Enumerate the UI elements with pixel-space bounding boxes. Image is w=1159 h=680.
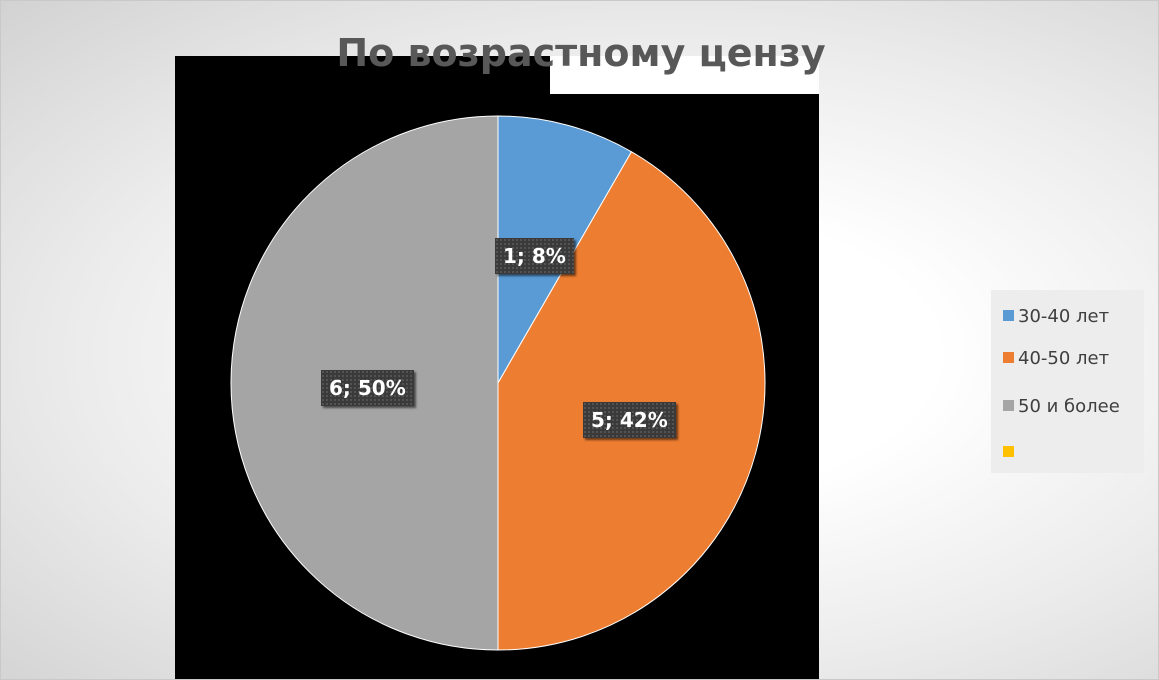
legend-swatch-2 bbox=[1003, 352, 1014, 363]
data-label-2: 5; 42% bbox=[583, 402, 676, 438]
chart-title: По возрастному цензу bbox=[336, 31, 826, 75]
legend-label-3: 50 и более bbox=[1018, 396, 1120, 417]
legend-item-3: 50 и более bbox=[1003, 396, 1120, 418]
data-label-1: 1; 8% bbox=[495, 238, 574, 274]
legend: 30-40 лет 40-50 лет 50 и более bbox=[991, 290, 1144, 473]
pie-slice-2 bbox=[497, 151, 766, 651]
legend-swatch-3 bbox=[1003, 400, 1014, 411]
legend-item-1: 30-40 лет bbox=[1003, 306, 1109, 328]
legend-label-2: 40-50 лет bbox=[1018, 348, 1110, 369]
title-background-patch bbox=[550, 56, 819, 94]
legend-item-2: 40-50 лет bbox=[1003, 348, 1109, 370]
legend-item-4 bbox=[1003, 442, 1018, 464]
legend-swatch-1 bbox=[1003, 310, 1014, 321]
data-label-3: 6; 50% bbox=[321, 370, 414, 406]
legend-label-1: 30-40 лет bbox=[1018, 306, 1110, 327]
legend-swatch-4 bbox=[1003, 446, 1014, 457]
